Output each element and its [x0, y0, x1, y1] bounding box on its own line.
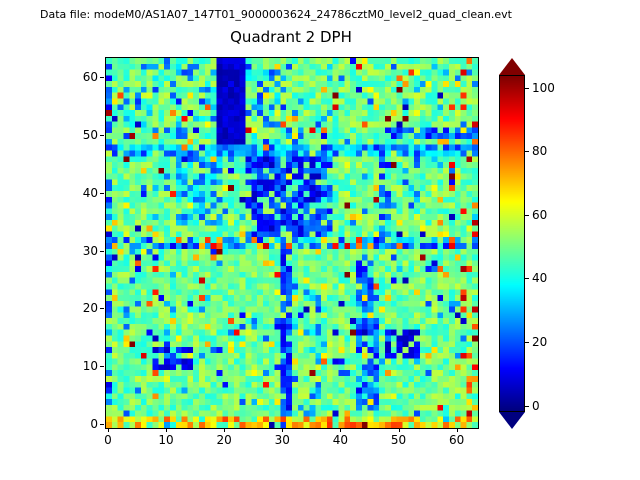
colorbar-tick-label: 0: [532, 398, 540, 413]
x-tick-mark: [398, 428, 400, 432]
x-tick-label: 30: [274, 433, 290, 447]
plot-title: Quadrant 2 DPH: [230, 28, 352, 46]
y-tick-label: 20: [82, 301, 98, 316]
y-tick-mark: [100, 192, 104, 194]
y-tick-mark: [100, 77, 104, 79]
x-tick-label: 20: [216, 433, 232, 447]
colorbar-tick-label: 40: [532, 271, 548, 286]
x-tick-label: 10: [158, 433, 174, 447]
y-tick-label: 10: [82, 359, 98, 374]
colorbar-tick-mark: [525, 87, 529, 89]
y-tick-label: 50: [82, 128, 98, 143]
colorbar-tick-label: 20: [532, 335, 548, 350]
heatmap-canvas: [106, 58, 478, 428]
colorbar-tick-label: 60: [532, 207, 548, 222]
x-tick-mark: [166, 428, 168, 432]
y-tick-label: 30: [82, 243, 98, 258]
x-tick-label: 40: [332, 433, 349, 447]
x-tick-mark: [107, 428, 109, 432]
x-tick-mark: [340, 428, 342, 432]
colorbar-tick-mark: [525, 214, 529, 216]
colorbar-tick-mark: [525, 342, 529, 344]
y-tick-label: 0: [90, 417, 98, 432]
x-tick-mark: [224, 428, 226, 432]
colorbar-tick-mark: [525, 151, 529, 153]
x-tick-mark: [282, 428, 284, 432]
x-tick-label: 50: [390, 433, 407, 447]
y-tick-mark: [100, 366, 104, 368]
x-tick-mark: [456, 428, 458, 432]
colorbar-gradient-canvas: [500, 76, 524, 411]
y-tick-mark: [100, 135, 104, 137]
heatmap-plot-area: [105, 57, 479, 429]
y-tick-label: 40: [82, 185, 98, 200]
y-tick-mark: [100, 424, 104, 426]
colorbar-tick-mark: [525, 278, 529, 280]
colorbar: [499, 75, 525, 412]
y-tick-label: 60: [82, 70, 98, 85]
colorbar-tick-mark: [525, 405, 529, 407]
x-tick-label: 60: [449, 433, 465, 447]
x-tick-label: 0: [104, 433, 112, 447]
colorbar-over-arrow: [499, 58, 525, 75]
colorbar-tick-label: 100: [532, 80, 555, 95]
colorbar-under-arrow: [499, 412, 525, 429]
y-tick-mark: [100, 250, 104, 252]
colorbar-tick-label: 80: [532, 144, 548, 159]
y-tick-mark: [100, 308, 104, 310]
data-file-annotation: Data file: modeM0/AS1A07_147T01_90000036…: [40, 8, 512, 21]
